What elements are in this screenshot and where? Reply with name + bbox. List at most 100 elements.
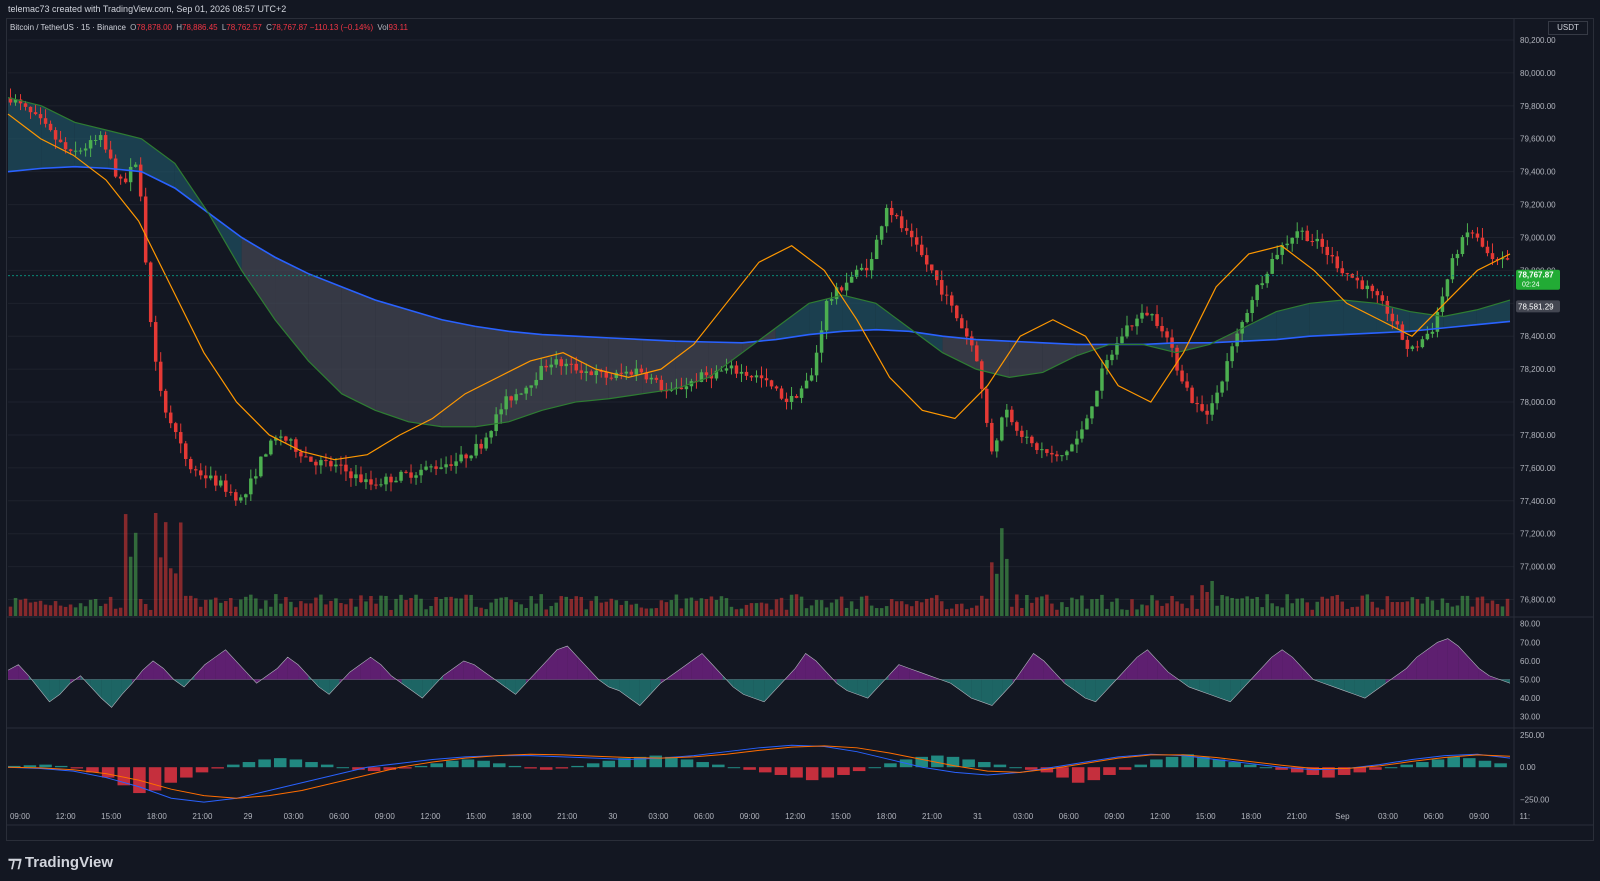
- rsi-area-segment: [101, 679, 112, 708]
- time-axis-tick: 15:00: [1196, 812, 1217, 821]
- candle-body: [344, 464, 348, 472]
- rsi-area-segment: [287, 657, 299, 680]
- high-label: H: [176, 23, 182, 32]
- volume-bar: [204, 599, 208, 616]
- macd-histogram-bar: [195, 767, 209, 773]
- rsi-area-segment: [515, 679, 526, 695]
- rsi-area-segment: [629, 679, 640, 706]
- candle-body: [1465, 232, 1470, 238]
- candle-body: [614, 372, 619, 378]
- volume-bar: [354, 606, 358, 616]
- volume-bar: [178, 522, 183, 616]
- volume-bar: [1155, 600, 1159, 616]
- candle-body: [934, 270, 939, 281]
- time-axis-tick: 21:00: [557, 812, 578, 821]
- volume-bar: [529, 596, 533, 616]
- macd-histogram-bar: [1431, 759, 1445, 768]
- price-axis-tick: 78,200.00: [1520, 365, 1556, 374]
- candle-body: [1335, 256, 1340, 269]
- price-axis-tick: 77,200.00: [1520, 530, 1556, 539]
- macd-histogram-bar: [1024, 767, 1038, 770]
- macd-histogram-bar: [336, 767, 350, 769]
- volume-bar: [1425, 596, 1430, 616]
- candle-body: [1380, 295, 1385, 301]
- volume-bar: [1145, 605, 1149, 616]
- price-axis-tick: 79,600.00: [1520, 135, 1556, 144]
- tradingview-brand[interactable]: ⁊⁊ TradingView: [8, 853, 113, 871]
- volume-bar: [1355, 606, 1360, 616]
- volume-bar: [824, 607, 829, 616]
- time-axis-tick: 09:00: [1469, 812, 1490, 821]
- change-value: −110.13 (−0.14%): [309, 23, 374, 32]
- time-axis-tick: 18:00: [147, 812, 168, 821]
- rsi-area-segment: [1282, 649, 1293, 680]
- volume-bar: [934, 595, 939, 616]
- candle-body: [229, 491, 233, 493]
- volume-bar: [539, 594, 543, 616]
- candle-body: [1375, 291, 1380, 296]
- candle-body: [644, 372, 649, 380]
- macd-histogram-bar: [180, 767, 193, 778]
- candle-body: [1175, 347, 1179, 371]
- time-axis-tick: 15:00: [466, 812, 487, 821]
- candle-body: [1160, 325, 1164, 332]
- volume-bar: [514, 602, 518, 616]
- candle-body: [384, 476, 388, 485]
- macd-histogram-bar: [273, 758, 287, 768]
- rsi-area-segment: [712, 664, 723, 680]
- rsi-area-segment: [329, 679, 340, 695]
- high-value: 78,886.45: [182, 23, 218, 32]
- candle-body: [414, 475, 418, 478]
- volume-bar: [339, 602, 343, 616]
- volume-bar: [173, 573, 178, 616]
- volume-bar: [904, 604, 909, 616]
- volume-bar: [1130, 599, 1134, 616]
- volume-bar: [239, 599, 243, 616]
- rsi-area-segment: [1157, 660, 1169, 680]
- rsi-area-segment: [795, 653, 806, 680]
- candle-body: [574, 363, 579, 371]
- volume-bar: [674, 594, 679, 616]
- volume-bar: [699, 598, 704, 616]
- candle-body: [1290, 237, 1294, 244]
- volume-bar: [1465, 595, 1470, 616]
- time-axis-tick: 18:00: [512, 812, 533, 821]
- candle-body: [849, 276, 854, 283]
- symbol-name[interactable]: Bitcoin / TetherUS · 15 · Binance: [10, 23, 126, 32]
- candle-body: [113, 158, 118, 177]
- candle-body: [1505, 258, 1510, 260]
- currency-badge[interactable]: USDT: [1548, 21, 1588, 35]
- rsi-area-segment: [1416, 649, 1428, 680]
- candle-body: [1460, 237, 1465, 255]
- time-axis-tick: Sep: [1335, 812, 1350, 821]
- macd-histogram-bar: [39, 764, 52, 768]
- macd-histogram-bar: [1071, 767, 1085, 783]
- candle-body: [839, 287, 844, 291]
- rsi-area-segment: [1478, 668, 1490, 680]
- candle-body: [1500, 258, 1505, 260]
- volume-bar: [1190, 595, 1194, 616]
- candle-body: [329, 461, 333, 467]
- volume-bar: [734, 609, 739, 616]
- volume-bar: [759, 602, 764, 616]
- volume-bar: [264, 600, 268, 616]
- candle-body: [464, 454, 468, 459]
- volume-bar: [1205, 592, 1209, 616]
- candle-body: [254, 476, 258, 479]
- volume-bar: [1100, 594, 1104, 616]
- candle-body: [939, 280, 944, 295]
- rsi-area-segment: [670, 668, 682, 680]
- candle-body: [1445, 279, 1450, 297]
- volume-bar: [93, 598, 98, 616]
- candle-body: [83, 148, 88, 151]
- volume-bar: [123, 514, 128, 616]
- volume-bar: [1470, 606, 1475, 616]
- volume-bar: [454, 598, 458, 616]
- volume-bar: [704, 599, 709, 616]
- volume-bar: [854, 608, 859, 616]
- volume-bar: [774, 599, 779, 616]
- volume-bar: [1400, 602, 1405, 616]
- macd-histogram-bar: [446, 760, 459, 768]
- candle-body: [559, 359, 563, 367]
